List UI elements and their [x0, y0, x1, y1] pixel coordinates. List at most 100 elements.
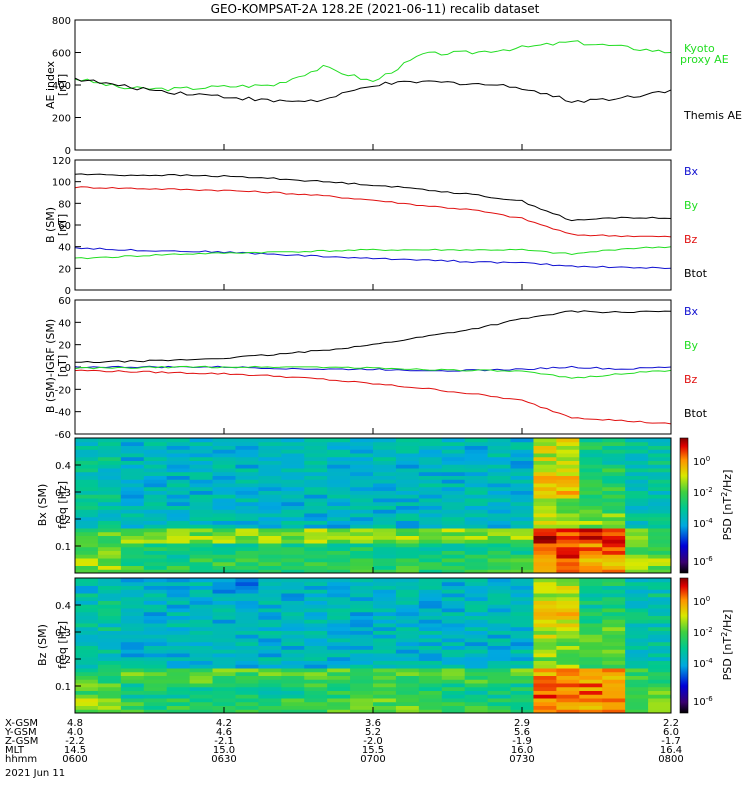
panel4-cell: [418, 623, 443, 628]
panel3-cell: [556, 456, 580, 461]
panel3-cell: [648, 445, 672, 450]
panel3-cell: [395, 475, 420, 480]
panel4-cell: [487, 596, 512, 601]
panel3-cell: [258, 449, 282, 454]
panel3-cell: [648, 449, 672, 454]
panel4-cell: [464, 619, 489, 624]
panel4-cell: [235, 608, 259, 613]
panel3-cell: [304, 501, 328, 506]
panel3-cell: [464, 449, 489, 454]
panel3-cell: [464, 535, 489, 540]
panel4-cell: [625, 694, 649, 699]
panel3-cell: [395, 550, 420, 555]
panel4-cell: [556, 634, 580, 639]
panel4-cell: [533, 593, 557, 598]
panel4-cell: [235, 701, 259, 706]
panel3-cell: [373, 543, 397, 548]
panel4-cell: [441, 641, 466, 646]
panel3-cell: [304, 494, 328, 499]
panel3-cell: [533, 513, 557, 518]
panel3-cell: [350, 539, 374, 544]
panel3-cell: [304, 498, 328, 503]
panel4-cell: [625, 668, 649, 673]
panel3-cell: [235, 539, 259, 544]
panel4-cell: [464, 615, 489, 620]
panel4-cell: [304, 709, 328, 714]
panel3-cell: [602, 468, 626, 473]
panel3-cell: [235, 445, 259, 450]
panel3-cell: [97, 539, 122, 544]
panel3-cell: [235, 565, 259, 570]
panel4-cell: [395, 664, 420, 669]
panel3-cell: [75, 471, 99, 476]
panel4-cell: [395, 686, 420, 691]
panel3-cell: [75, 531, 99, 536]
panel4-cell: [258, 604, 282, 609]
panel3-cell: [510, 531, 534, 536]
panel3-cell: [373, 539, 397, 544]
panel3-cell: [327, 479, 351, 484]
panel4-cell: [533, 611, 557, 616]
panel3-cell: [75, 468, 99, 473]
panel4-cell: [97, 638, 122, 643]
panel4-cell: [533, 619, 557, 624]
panel4-cell: [327, 694, 351, 699]
b-ylabel: B (SM): [44, 207, 57, 243]
bx-colorbar: [679, 437, 689, 574]
panel3-cell: [258, 561, 282, 566]
panel1-series-bz: [74, 186, 672, 238]
panel4-cell: [304, 578, 328, 583]
panel4-cell: [304, 645, 328, 650]
panel4-cell: [464, 623, 489, 628]
panel4-cell: [327, 645, 351, 650]
panel4-cell: [143, 686, 168, 691]
panel4-cell: [166, 683, 191, 688]
panel3-cell: [189, 554, 214, 559]
panel3-cell: [97, 558, 122, 563]
panel4-cell: [212, 604, 236, 609]
panel3-cell: [487, 524, 512, 529]
panel4-cell: [212, 683, 236, 688]
panel3-cell: [533, 554, 557, 559]
panel4-cell: [120, 683, 145, 688]
panel3-cell: [602, 524, 626, 529]
panel3-cell: [464, 565, 489, 570]
panel4-cell: [327, 634, 351, 639]
panel4-cell: [189, 581, 214, 586]
panel4-cell: [189, 630, 214, 635]
panel3-cell: [648, 558, 672, 563]
panel4-cell: [625, 600, 649, 605]
panel3-cell: [189, 460, 214, 465]
panel4-cell: [395, 611, 420, 616]
panel4-cell: [143, 589, 168, 594]
panel4-cell: [533, 664, 557, 669]
panel4-cell: [395, 630, 420, 635]
panel3-cell: [327, 456, 351, 461]
panel4-cell: [97, 679, 122, 684]
panel4-cell: [97, 675, 122, 680]
panel4-cell: [189, 619, 214, 624]
panel4-cell: [258, 638, 282, 643]
panel3-cell: [281, 494, 305, 499]
panel4-cell: [373, 675, 397, 680]
panel3-cell: [625, 505, 649, 510]
bx-spectrogram-area: 0.10.20.30.4: [55, 437, 672, 574]
panel3-cell: [97, 438, 122, 443]
panel3-cell: [281, 438, 305, 443]
panel4-cell: [418, 694, 443, 699]
panel4-cell: [510, 694, 534, 699]
panel4-cell: [304, 698, 328, 703]
panel4-cell: [441, 690, 466, 695]
panel3-cell: [602, 531, 626, 536]
panel3-cell: [212, 561, 236, 566]
panel4-cell: [556, 668, 580, 673]
panel4-cell: [556, 589, 580, 594]
panel4-cell: [602, 675, 626, 680]
panel4-cell: [120, 585, 145, 590]
panel4-cell: [648, 604, 672, 609]
panel4-cell: [212, 578, 236, 583]
panel4-cell: [120, 623, 145, 628]
panel3-cell: [258, 438, 282, 443]
panel4-cell: [373, 604, 397, 609]
panel4-cell: [97, 611, 122, 616]
